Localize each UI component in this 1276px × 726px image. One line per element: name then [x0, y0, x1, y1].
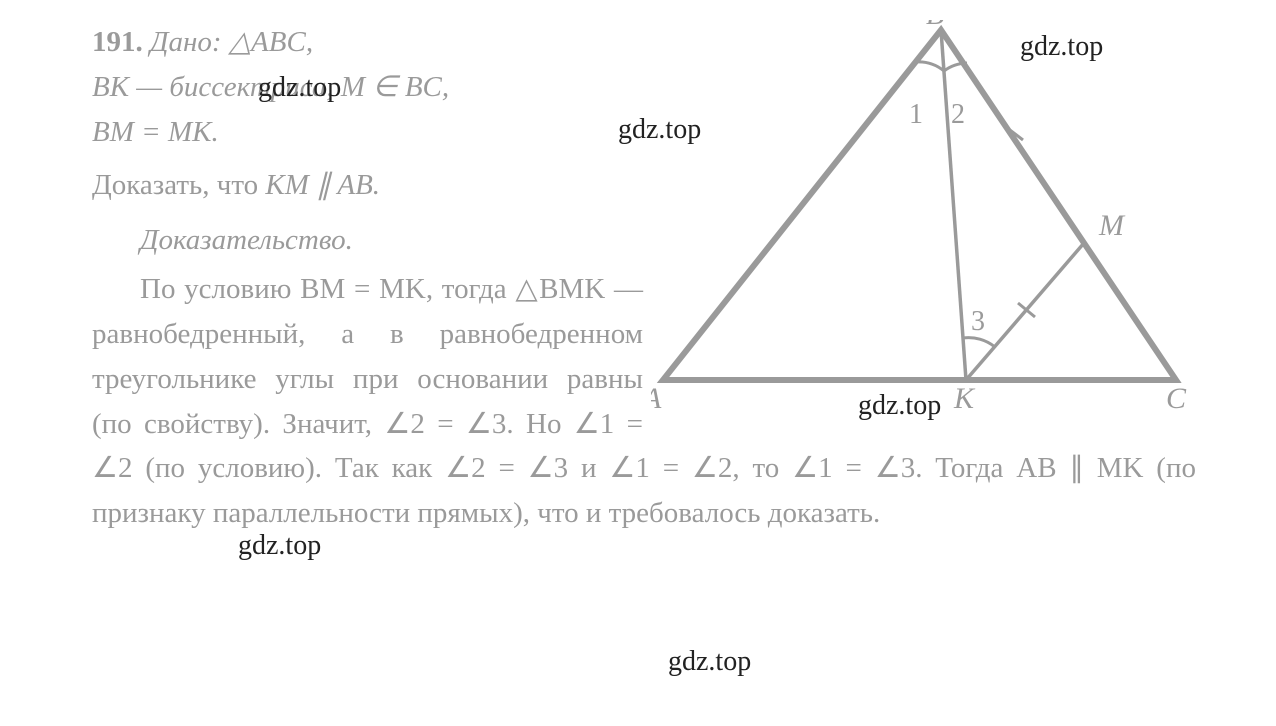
vertex-C: C	[1166, 382, 1187, 410]
problem-number: 191.	[92, 26, 143, 58]
vertex-M: M	[1098, 209, 1126, 242]
triangle-svg: 1 2 3 A B C K M	[651, 20, 1196, 410]
segment-BK	[941, 30, 966, 380]
vertex-K: K	[953, 382, 976, 410]
watermark: gdz.top	[668, 646, 751, 678]
arc-angle3	[963, 338, 995, 347]
angle-label-3: 3	[971, 306, 985, 337]
arc-angle1	[916, 62, 944, 71]
given-1-text: △ABC,	[222, 26, 314, 58]
prove-label: Доказать, что	[92, 169, 265, 201]
vertex-A: A	[651, 382, 662, 410]
vertex-B: B	[926, 20, 944, 31]
angle-label-2: 2	[951, 99, 965, 130]
prove-stmt: KM ∥ AB.	[265, 169, 380, 201]
triangle-ABC	[663, 30, 1176, 380]
page-content: 1 2 3 A B C K M 191. Дано: △ABC, BK — би…	[0, 0, 1276, 536]
triangle-figure: 1 2 3 A B C K M	[651, 20, 1196, 410]
given-label: Дано:	[150, 26, 222, 58]
angle-label-1: 1	[909, 99, 923, 130]
